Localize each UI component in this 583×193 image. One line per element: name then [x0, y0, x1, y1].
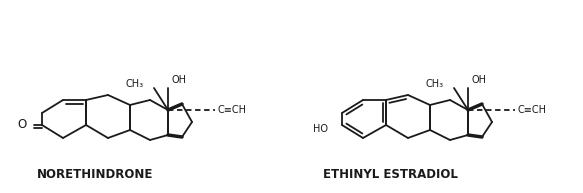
Text: C≡CH: C≡CH — [218, 105, 247, 115]
Text: OH: OH — [171, 75, 186, 85]
Text: C≡CH: C≡CH — [518, 105, 547, 115]
Text: O: O — [17, 119, 27, 131]
Text: CH₃: CH₃ — [126, 79, 144, 89]
Text: CH₃: CH₃ — [426, 79, 444, 89]
Text: HO: HO — [313, 124, 328, 134]
Text: OH: OH — [471, 75, 486, 85]
Text: NORETHINDRONE: NORETHINDRONE — [37, 168, 153, 181]
Text: ETHINYL ESTRADIOL: ETHINYL ESTRADIOL — [322, 168, 458, 181]
